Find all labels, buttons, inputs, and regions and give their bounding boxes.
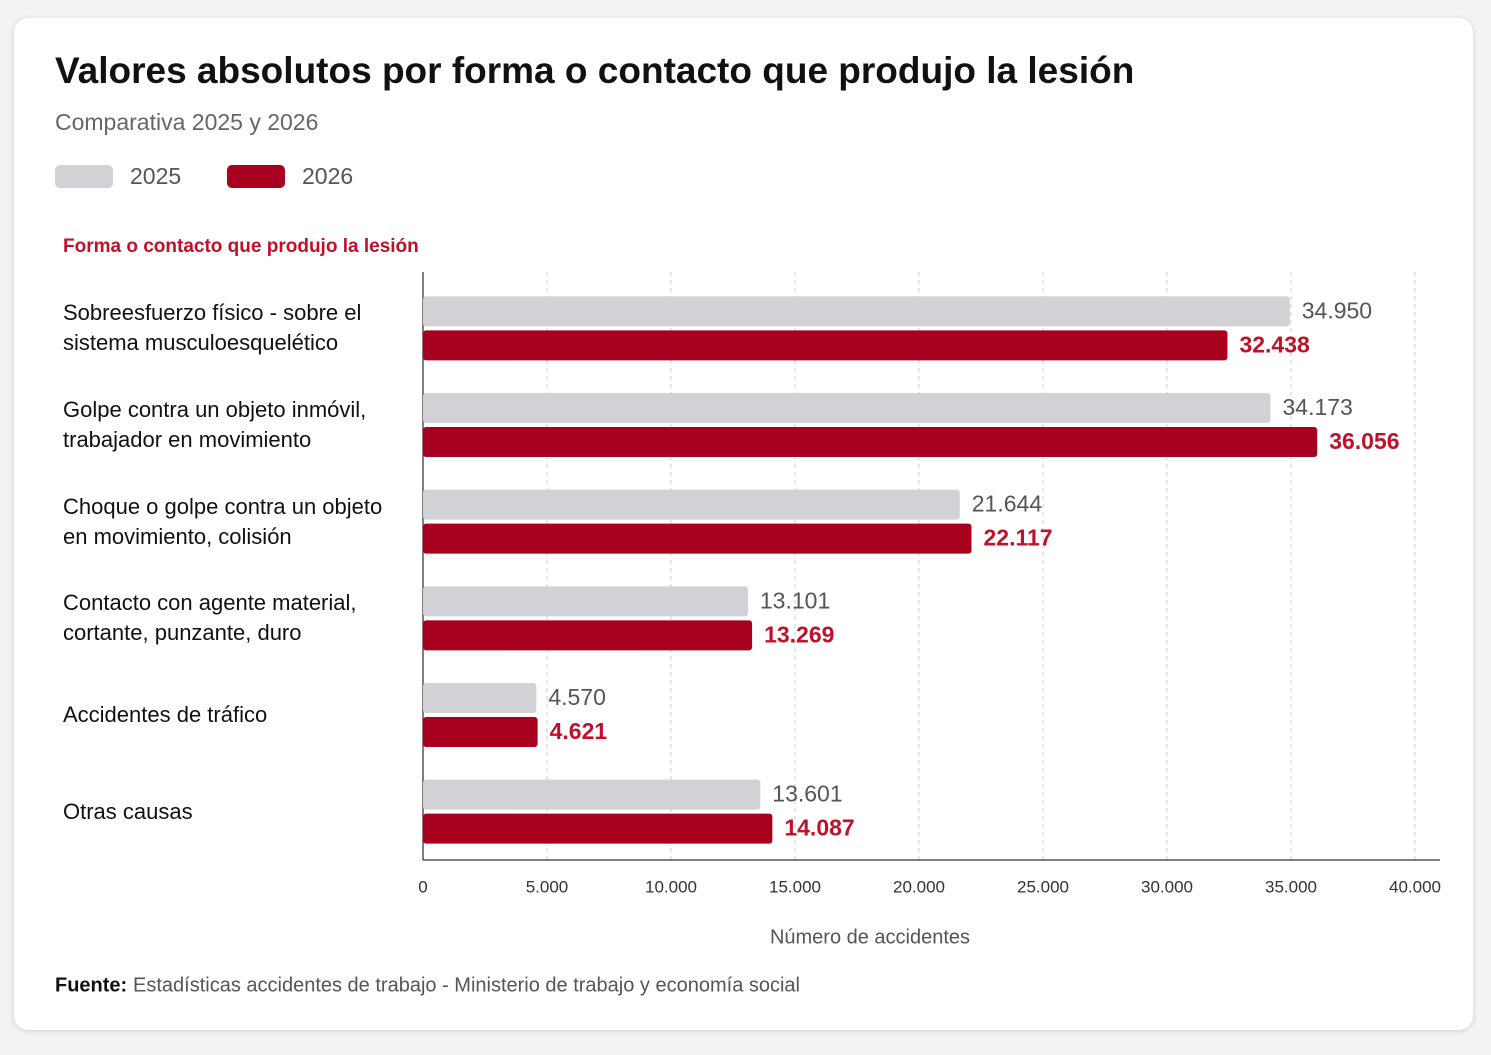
y-tick-label: Golpe contra un objeto inmóvil, trabajad… — [63, 397, 367, 452]
y-tick-label: Choque o golpe contra un objeto en movim… — [63, 493, 383, 549]
y-tick-label: Otras causas — [63, 798, 193, 824]
bar — [423, 717, 538, 747]
chart-subtitle: Comparativa 2025 y 2026 — [55, 109, 318, 135]
legend-label: 2025 — [130, 163, 181, 189]
bar — [423, 779, 761, 810]
x-tick-label: 0 — [418, 877, 427, 896]
bar — [423, 813, 773, 844]
legend-swatch — [227, 165, 285, 188]
bar — [423, 586, 748, 617]
bar — [423, 683, 537, 713]
value-label: 22.117 — [984, 525, 1053, 551]
value-label: 21.644 — [972, 491, 1043, 517]
value-label: 13.601 — [772, 781, 842, 807]
value-label: 13.101 — [760, 587, 830, 613]
y-axis-title: Forma o contacto que produjo la lesión — [63, 236, 419, 257]
x-tick-label: 30.000 — [1141, 877, 1193, 896]
x-tick-label: 5.000 — [526, 877, 569, 896]
value-label: 32.438 — [1239, 331, 1310, 357]
bar — [423, 523, 972, 554]
legend-label: 2026 — [302, 163, 353, 189]
x-axis-title: Número de accidentes — [770, 926, 970, 948]
value-label: 34.173 — [1282, 394, 1352, 420]
source-text: Estadísticas accidentes de trabajo - Min… — [133, 974, 800, 996]
x-tick-label: 35.000 — [1265, 877, 1317, 896]
bar — [423, 296, 1290, 327]
x-tick-label: 20.000 — [893, 877, 945, 896]
x-tick-label: 15.000 — [769, 877, 821, 896]
legend-swatch — [55, 165, 113, 188]
bar — [423, 330, 1228, 361]
y-tick-label: Contacto con agente material, cortante, … — [63, 590, 357, 646]
value-label: 4.570 — [548, 684, 606, 710]
source-label: Fuente: — [55, 974, 127, 996]
bar — [423, 620, 753, 651]
value-label: 13.269 — [764, 621, 834, 647]
value-label: 36.056 — [1329, 428, 1399, 454]
y-tick-label: Sobreesfuerzo físico - sobre el sistema … — [63, 300, 362, 356]
y-tick-label: Accidentes de tráfico — [63, 702, 268, 727]
value-label: 14.087 — [784, 815, 854, 841]
chart-title: Valores absolutos por forma o contacto q… — [55, 50, 1134, 91]
bar — [423, 489, 960, 520]
value-label: 4.621 — [550, 718, 608, 744]
x-tick-label: 10.000 — [645, 877, 697, 896]
x-tick-label: 25.000 — [1017, 877, 1069, 896]
bar — [423, 393, 1271, 423]
value-label: 34.950 — [1302, 297, 1372, 323]
bar — [423, 427, 1318, 457]
x-tick-label: 40.000 — [1389, 877, 1441, 896]
